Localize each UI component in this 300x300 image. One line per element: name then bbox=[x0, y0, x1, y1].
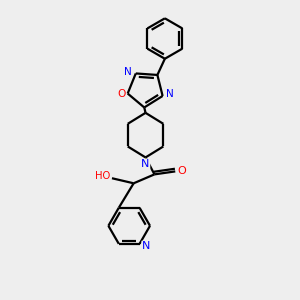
Text: O: O bbox=[117, 88, 125, 98]
Text: N: N bbox=[166, 89, 174, 100]
Text: N: N bbox=[124, 67, 132, 77]
Text: O: O bbox=[177, 167, 186, 176]
Text: N: N bbox=[141, 159, 150, 169]
Text: N: N bbox=[142, 241, 150, 251]
Text: HO: HO bbox=[95, 171, 111, 181]
